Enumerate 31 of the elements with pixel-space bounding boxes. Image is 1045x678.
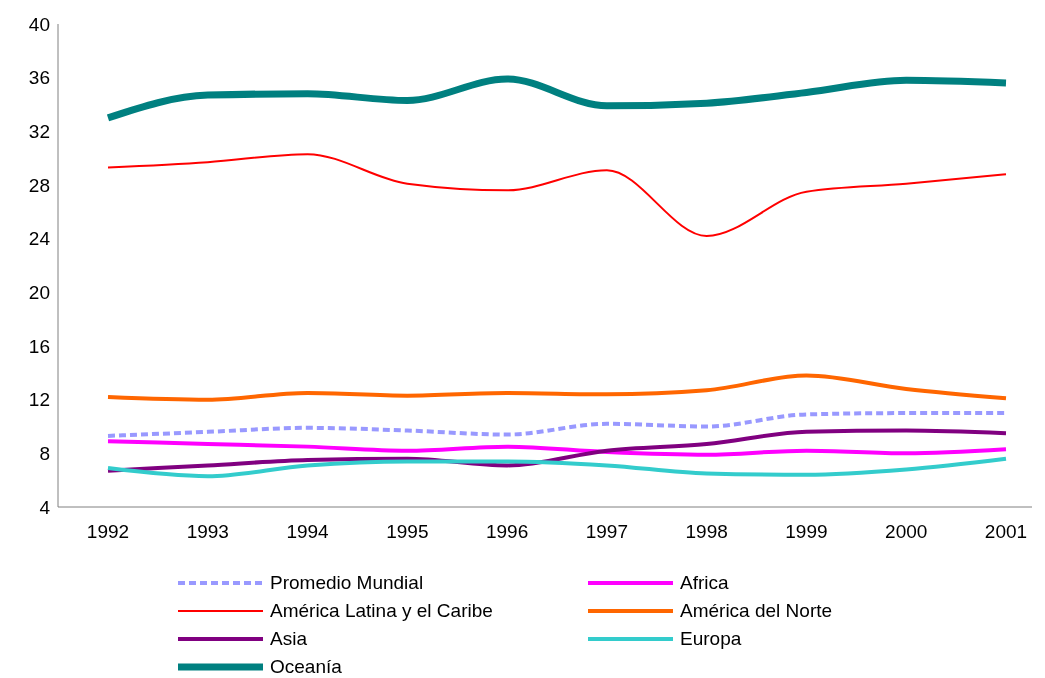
x-tick-label: 1998	[685, 521, 728, 543]
x-tick-label: 1992	[86, 521, 130, 543]
x-tick-label: 1995	[386, 521, 429, 543]
y-tick-label: 24	[28, 228, 51, 250]
line-series	[106, 456, 1008, 479]
x-tick-label: 1996	[485, 521, 529, 543]
x-tick-label: 1997	[585, 521, 629, 543]
y-tick-label: 36	[28, 67, 50, 89]
legend-label: América del Norte	[680, 600, 833, 622]
x-tick-label: 2001	[984, 521, 1028, 543]
y-tick-label: 20	[28, 282, 50, 304]
x-tick-label: 1993	[186, 521, 229, 543]
legend-label: Oceanía	[270, 656, 342, 678]
line-series	[106, 373, 1008, 402]
x-tick-label: 1994	[286, 521, 330, 543]
y-tick-label: 28	[28, 174, 50, 196]
legend-label: Promedio Mundial	[270, 572, 424, 594]
x-tick-label: 1999	[785, 521, 828, 543]
legend-label: América Latina y el Caribe	[270, 600, 493, 622]
y-tick-label: 12	[28, 389, 50, 411]
y-tick-label: 32	[28, 121, 50, 143]
y-tick-label: 40	[28, 13, 50, 35]
legend-label: Europa	[680, 628, 742, 650]
y-tick-label: 8	[39, 443, 50, 465]
legend-label: Asia	[270, 628, 307, 650]
y-tick-label: 4	[39, 496, 51, 518]
line-series	[107, 153, 1007, 237]
y-tick-label: 16	[28, 335, 50, 357]
legend-label: Africa	[680, 572, 729, 594]
line-series	[106, 439, 1008, 457]
x-tick-label: 2000	[885, 521, 928, 543]
